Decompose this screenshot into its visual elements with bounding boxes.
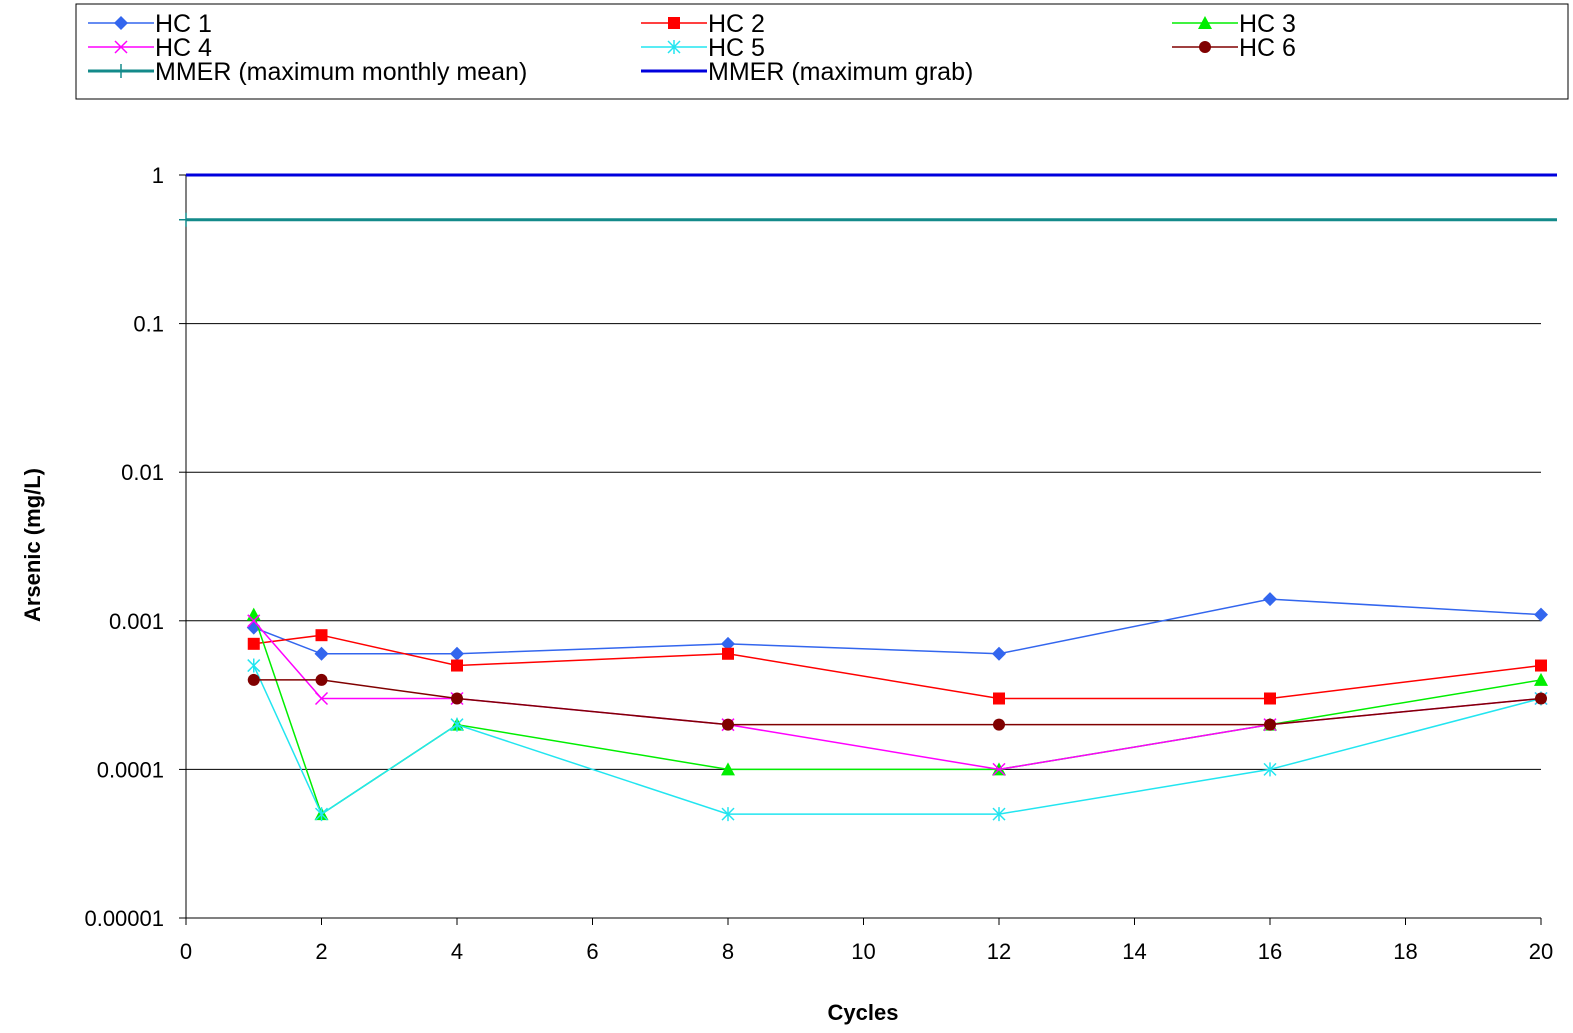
- data-point: [247, 637, 260, 650]
- data-point: [1534, 672, 1548, 686]
- legend-label: HC 4: [155, 34, 212, 62]
- series-hc-3: [246, 607, 1548, 821]
- legend-marker: [667, 40, 681, 54]
- y-tick-label: 0.1: [133, 312, 164, 337]
- data-series: [246, 592, 1548, 822]
- x-tick-label: 4: [451, 939, 463, 964]
- data-point: [451, 659, 463, 672]
- series-line: [253, 679, 1542, 726]
- data-point: [314, 691, 329, 706]
- data-point: [993, 718, 1005, 731]
- x-tick-label: 12: [987, 939, 1011, 964]
- data-point: [993, 692, 1005, 705]
- legend-label: MMER (maximum monthly mean): [155, 58, 527, 86]
- x-tick-label: 10: [851, 939, 875, 964]
- data-point: [1534, 607, 1548, 622]
- data-point: [992, 646, 1006, 661]
- data-point: [1264, 718, 1276, 731]
- data-point: [451, 692, 463, 705]
- data-point: [721, 807, 735, 822]
- data-point: [1535, 659, 1547, 672]
- series-hc-1: [246, 592, 1548, 661]
- series-hc-2: [247, 629, 1547, 705]
- data-point: [992, 807, 1006, 822]
- series-line: [253, 665, 1542, 816]
- y-axis-title: Arsenic (mg/L): [20, 468, 45, 622]
- x-tick-label: 8: [722, 939, 734, 964]
- legend-marker: [114, 40, 128, 54]
- chart-legend: HC 1 HC 2 HC 3 HC 4 HC 5 HC 6 MMER (maximum mo…: [75, 3, 1569, 100]
- legend-marker: [114, 16, 128, 30]
- legend-item: MMER (maximum grab): [641, 58, 973, 86]
- x-tick-label: 6: [586, 939, 598, 964]
- data-point: [1264, 692, 1276, 705]
- legend-label: HC 2: [708, 10, 765, 38]
- data-point: [450, 717, 464, 732]
- data-point: [314, 646, 329, 661]
- y-tick-label: 0.00001: [84, 906, 164, 931]
- legend-label: HC 5: [708, 34, 765, 62]
- legend-label: MMER (maximum grab): [708, 58, 973, 86]
- gridlines: [186, 174, 1541, 770]
- data-point: [1263, 592, 1277, 607]
- data-point: [722, 647, 734, 660]
- data-point: [247, 614, 261, 628]
- series-line: [253, 614, 1542, 816]
- data-point: [1263, 762, 1277, 777]
- data-point: [315, 629, 328, 642]
- data-point: [450, 646, 464, 661]
- y-tick-label: 0.0001: [97, 757, 164, 782]
- legend-item: HC 4: [88, 34, 212, 62]
- legend-item: HC 6: [1172, 34, 1296, 62]
- x-tick-label: 2: [315, 939, 327, 964]
- legend-marker: [668, 17, 680, 29]
- series-hc-6: [247, 673, 1547, 731]
- data-point: [722, 718, 734, 731]
- legend-box: [75, 3, 1569, 100]
- legend-item: MMER (maximum monthly mean): [88, 58, 527, 86]
- x-tick-label: 0: [180, 939, 192, 964]
- data-point: [721, 636, 735, 651]
- legend-label: HC 3: [1239, 10, 1296, 38]
- series-line: [253, 634, 1542, 700]
- legend-marker: [114, 64, 128, 78]
- data-point: [1535, 692, 1547, 705]
- data-point: [246, 607, 261, 621]
- y-tick-label: 0.001: [109, 609, 164, 634]
- legend-item: HC 1: [88, 10, 212, 38]
- legend-label: HC 1: [155, 10, 212, 38]
- x-tick-label: 16: [1258, 939, 1282, 964]
- data-point: [315, 673, 328, 686]
- reference-line: [179, 212, 1557, 227]
- reference-marker: [179, 212, 193, 227]
- series-hc-4: [247, 614, 1548, 776]
- x-axis-title: Cycles: [828, 1000, 899, 1025]
- x-tick-label: 14: [1122, 939, 1146, 964]
- chart-axes: 1 0.1 0.01 0.001 0.0001 0.00001 0 2 4 6 8 10 12 14 16 1…: [84, 163, 1553, 964]
- data-point: [247, 658, 261, 673]
- reference-lines: [179, 173, 1557, 227]
- legend-marker: [1198, 16, 1212, 29]
- x-tick-label: 18: [1393, 939, 1417, 964]
- legend-marker: [1199, 41, 1211, 53]
- legend-item: HC 5: [641, 34, 765, 62]
- legend-item: HC 2: [641, 10, 765, 38]
- data-point: [721, 762, 735, 776]
- legend-label: HC 6: [1239, 34, 1296, 62]
- x-tick-label: 20: [1529, 939, 1553, 964]
- legend-item: HC 3: [1172, 10, 1296, 38]
- series-line: [253, 598, 1542, 655]
- y-tick-label: 0.01: [121, 460, 164, 485]
- series-line: [253, 620, 1542, 771]
- data-point: [314, 807, 329, 822]
- y-tick-label: 1: [152, 163, 164, 188]
- data-point: [247, 673, 260, 686]
- series-hc-5: [247, 658, 1548, 822]
- data-point: [992, 762, 1006, 776]
